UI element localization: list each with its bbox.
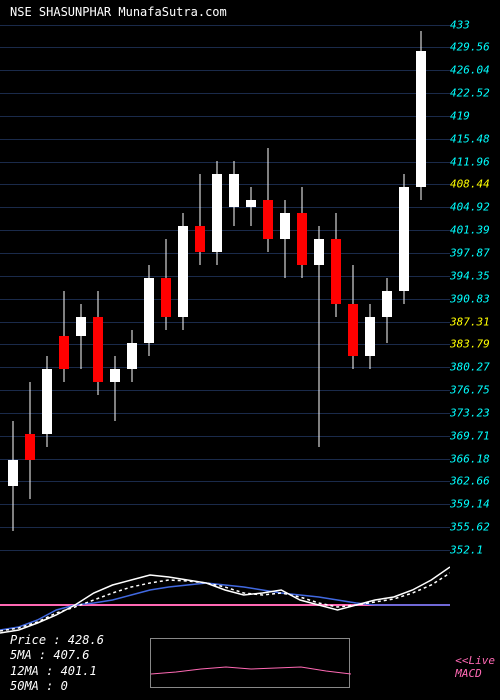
y-axis-label: 390.83 [450,292,495,305]
y-axis-label: 408.44 [450,178,495,191]
y-axis-label: 387.31 [450,315,495,328]
y-axis-label: 422.52 [450,87,495,100]
y-axis-label: 394.35 [450,269,495,282]
indicator-panel [0,555,450,640]
y-axis-label: 359.14 [450,498,495,511]
y-axis-label: 411.96 [450,155,495,168]
inset-box [150,638,350,688]
y-axis-label: 426.04 [450,64,495,77]
white-indicator-line [0,567,450,633]
y-axis-label: 369.71 [450,429,495,442]
y-axis-label: 419 [450,109,495,122]
info-panel: Price : 428.6 5MA : 407.6 12MA : 401.1 5… [10,633,104,695]
ma50-value: 50MA : 0 [10,679,104,695]
y-axis-label: 397.87 [450,246,495,259]
y-axis-label: 376.75 [450,384,495,397]
ma5-value: 5MA : 407.6 [10,648,104,664]
inset-svg [151,639,351,689]
live-label: <<Live MACD [455,654,495,680]
candlestick-chart: NSE SHASUNPHAR MunafaSutra.com [0,0,450,550]
dotted-indicator-line [0,573,450,631]
y-axis-label: 355.62 [450,521,495,534]
inset-line [151,667,351,674]
y-axis-label: 383.79 [450,338,495,351]
y-axis-label: 429.56 [450,41,495,54]
y-axis-label: 404.92 [450,201,495,214]
y-axis-label: 352.1 [450,544,495,557]
chart-title: NSE SHASUNPHAR MunafaSutra.com [10,5,227,19]
y-axis-label: 401.39 [450,224,495,237]
y-axis-label: 380.27 [450,361,495,374]
y-axis-label: 433 [450,19,495,32]
y-axis-label: 362.66 [450,475,495,488]
price-value: Price : 428.6 [10,633,104,649]
ma12-value: 12MA : 401.1 [10,664,104,680]
y-axis-label: 366.18 [450,452,495,465]
indicator-svg [0,555,450,640]
y-axis-label: 415.48 [450,132,495,145]
y-axis-label: 373.23 [450,406,495,419]
